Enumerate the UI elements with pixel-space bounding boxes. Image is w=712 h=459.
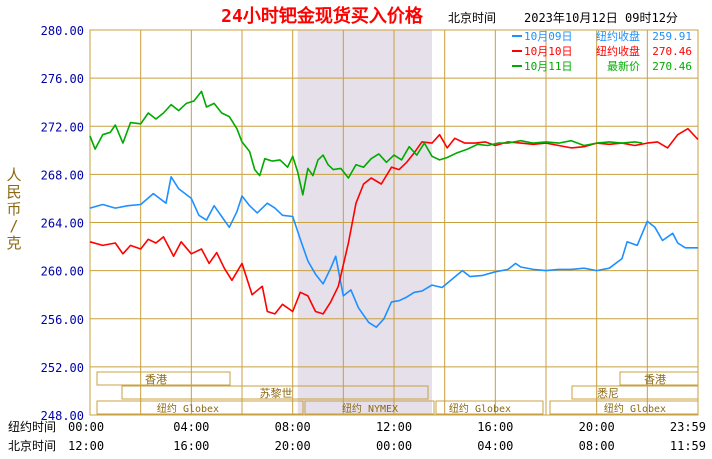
x-tick-bj: 04:00 xyxy=(477,439,513,453)
session-box-sydney xyxy=(571,385,699,400)
series-lines xyxy=(89,90,699,328)
series-line-1 xyxy=(89,176,698,328)
y-title-char: / xyxy=(9,217,18,235)
y-tick-label: 248.00 xyxy=(41,409,84,423)
plot-frame xyxy=(89,29,699,416)
x-tick-ny: 04:00 xyxy=(173,420,209,434)
x-tick-bj: 20:00 xyxy=(275,439,311,453)
x-tick-ny: 23:59 xyxy=(670,420,706,434)
series-line-2 xyxy=(89,127,699,315)
session-label-globex-1: 纽约 Globex xyxy=(157,402,219,415)
y-tick-label: 252.00 xyxy=(41,361,84,375)
x-tick-bj: 08:00 xyxy=(579,439,615,453)
bj-time-row-label: 北京时间 xyxy=(8,439,56,453)
y-tick-label: 268.00 xyxy=(41,168,84,182)
x-tick-ny: 00:00 xyxy=(68,420,104,434)
session-label-hongkong: 香港 xyxy=(145,373,167,386)
y-title-char: 人 xyxy=(6,166,21,184)
session-box-hongkong xyxy=(96,371,231,386)
x-axis-ticks: 00:00 12:00 04:00 16:00 08:00 20:00 12:00 00:00… xyxy=(68,420,706,453)
y-axis-ticks: 248.00 252.00 256.00 260.00 264.00 268.00 272.… xyxy=(41,24,84,423)
grid-lines xyxy=(90,29,698,416)
legend-value: 259.91 xyxy=(652,30,692,43)
legend-label: 最新价 xyxy=(607,59,640,73)
session-label-nymex: 纽约 NYMEX xyxy=(342,402,398,415)
y-tick-label: 256.00 xyxy=(41,313,84,327)
chart-title: 24小时钯金现货买入价格 xyxy=(221,5,424,27)
series-line-3 xyxy=(89,90,643,196)
x-tick-bj: 11:59 xyxy=(670,439,706,453)
x-tick-bj: 00:00 xyxy=(376,439,412,453)
session-label-zurich: 苏黎世 xyxy=(260,386,293,400)
x-tick-bj: 12:00 xyxy=(68,439,104,453)
session-label-globex-3: 纽约 Globex xyxy=(604,402,666,415)
y-title-char: 克 xyxy=(6,234,21,252)
y-tick-label: 272.00 xyxy=(41,120,84,134)
session-label-sydney: 悉尼 xyxy=(597,387,619,400)
y-axis-title: 人民币/克 xyxy=(6,166,21,252)
legend-date: 10月11日 xyxy=(524,60,573,73)
x-tick-bj: 16:00 xyxy=(173,439,209,453)
legend-date: 10月10日 xyxy=(524,45,573,58)
x-tick-ny: 16:00 xyxy=(477,420,513,434)
x-tick-ny: 08:00 xyxy=(275,420,311,434)
session-box-globex-2 xyxy=(435,400,544,415)
legend-date: 10月09日 xyxy=(524,30,573,43)
session-label-hongkong-2: 香港 xyxy=(644,373,666,386)
legend-label: 纽约收盘 xyxy=(596,29,640,43)
legend-value: 270.46 xyxy=(652,45,692,58)
timestamp: 2023年10月12日 09时12分 xyxy=(524,11,678,25)
x-tick-ny: 12:00 xyxy=(376,420,412,434)
session-box-zurich xyxy=(121,385,429,400)
y-tick-label: 276.00 xyxy=(41,72,84,86)
session-box-globex-1 xyxy=(96,400,304,415)
y-tick-label: 260.00 xyxy=(41,265,84,279)
legend-value: 270.46 xyxy=(652,60,692,73)
y-title-char: 币 xyxy=(6,200,21,218)
y-title-char: 民 xyxy=(6,183,21,201)
y-tick-label: 264.00 xyxy=(41,217,84,231)
time-zone-label: 北京时间 xyxy=(448,11,496,25)
session-label-globex-2: 纽约 Globex xyxy=(449,402,511,415)
ny-time-row-label: 纽约时间 xyxy=(8,419,56,434)
y-tick-label: 280.00 xyxy=(41,24,84,38)
legend-label: 纽约收盘 xyxy=(596,44,640,58)
session-box-nymex xyxy=(304,400,435,415)
x-tick-ny: 20:00 xyxy=(579,420,615,434)
trading-sessions: 香港 苏黎世 纽约 Globex 纽约 NYMEX 纽约 Globex 纽约 G… xyxy=(96,371,699,415)
